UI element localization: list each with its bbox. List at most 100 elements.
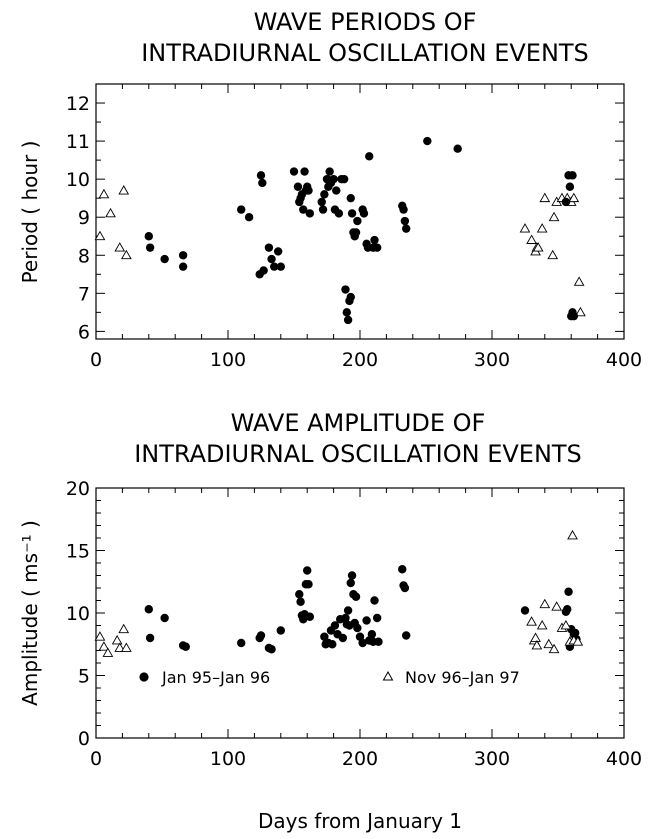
data-point-circle: [259, 266, 268, 275]
data-point-circle: [365, 152, 374, 161]
data-point-circle: [358, 638, 367, 648]
data-point-circle: [296, 597, 305, 606]
data-point-triangle: [536, 223, 548, 233]
data-point-circle: [341, 613, 350, 623]
data-point-triangle: [551, 601, 563, 611]
x-tick-label: 300: [474, 748, 510, 770]
data-point-triangle: [526, 234, 537, 244]
data-point-circle: [561, 197, 571, 207]
data-point-circle: [564, 587, 573, 596]
data-point-circle: [258, 178, 267, 188]
data-point-circle: [351, 592, 361, 601]
data-point-circle: [256, 631, 266, 640]
data-point-circle: [270, 262, 279, 271]
data-point-circle: [334, 209, 344, 218]
data-point-circle: [178, 262, 188, 271]
data-point-circle: [304, 580, 313, 589]
data-point-circle: [343, 606, 353, 615]
y-tick-label: 6: [78, 321, 90, 343]
x-tick-label: 100: [210, 748, 246, 770]
data-point-triangle: [547, 249, 559, 260]
data-point-circle: [237, 638, 246, 648]
data-point-triangle: [531, 639, 543, 650]
data-point-circle: [399, 205, 408, 214]
data-point-triangle: [98, 641, 110, 651]
data-point-circle: [563, 605, 572, 614]
data-point-circle: [178, 251, 188, 260]
x-tick-label: 200: [342, 748, 378, 770]
data-point-circle: [144, 232, 153, 241]
chart2-title-line1: WAVE AMPLITUDE OF: [231, 409, 486, 437]
data-point-circle: [423, 136, 432, 146]
data-point-circle: [273, 247, 283, 256]
chart2-y-label-text: Amplitude ( ms⁻¹ ): [18, 520, 42, 706]
data-point-circle: [181, 642, 190, 651]
data-point-triangle: [111, 634, 123, 645]
legend-marker-filled-circle: [139, 672, 149, 682]
data-point-circle: [320, 190, 329, 199]
data-point-circle: [338, 633, 348, 643]
legend-label-series1: Jan 95–Jan 96: [161, 668, 270, 687]
data-point-circle: [347, 209, 357, 218]
legend-marker-open-triangle: [382, 670, 394, 681]
data-point-circle: [402, 224, 411, 233]
data-point-circle: [520, 606, 530, 615]
data-point-triangle: [539, 192, 551, 203]
data-point-circle: [370, 596, 379, 605]
data-point-triangle: [114, 642, 126, 652]
data-point-triangle: [519, 223, 531, 233]
data-point-circle: [267, 254, 276, 264]
x-tick-label: 300: [474, 349, 510, 371]
data-point-circle: [160, 254, 169, 264]
data-point-circle: [346, 578, 355, 588]
data-point-circle: [267, 645, 276, 654]
data-point-circle: [264, 243, 274, 252]
data-point-triangle: [98, 188, 110, 199]
data-point-triangle: [118, 623, 130, 634]
data-point-triangle: [543, 638, 555, 649]
data-point-triangle: [536, 619, 548, 630]
y-tick-label: 12: [66, 93, 90, 115]
data-point-circle: [362, 616, 371, 625]
legend-label-series2: Nov 96–Jan 97: [405, 668, 520, 687]
data-point-circle: [256, 171, 266, 180]
data-point-circle: [332, 186, 341, 195]
chart2-tick-labels: 0 100 200 300 400 0 5 10 15 20: [66, 478, 642, 770]
data-point-circle: [568, 308, 577, 317]
data-point-circle: [372, 613, 382, 623]
data-point-circle: [144, 605, 153, 614]
data-point-circle: [402, 631, 411, 640]
data-point-triangle: [120, 642, 132, 652]
data-point-triangle: [105, 207, 116, 218]
data-point-circle: [370, 235, 379, 245]
chart1-y-axis-label: Period ( hour ): [18, 141, 42, 284]
data-point-circle: [346, 193, 355, 203]
data-point-triangle: [114, 242, 126, 252]
data-point-circle: [400, 583, 410, 593]
data-point-circle: [351, 228, 361, 237]
data-point-circle: [237, 205, 246, 214]
data-point-triangle: [532, 242, 544, 252]
data-point-circle: [295, 590, 304, 599]
data-point-circle: [299, 205, 308, 214]
data-point-triangle: [572, 636, 584, 646]
x-tick-label: 400: [606, 349, 642, 371]
data-point-circle: [341, 285, 350, 294]
data-point-triangle: [548, 211, 560, 222]
data-point-circle: [346, 292, 355, 302]
data-point-circle: [305, 612, 315, 621]
chart1-points: [94, 136, 586, 325]
data-point-triangle: [573, 276, 585, 286]
data-point-triangle: [560, 619, 572, 630]
chart1-tick-labels: 0 100 200 300 400 6 7 8 9 10 11 12: [66, 93, 642, 371]
x-tick-label: 0: [90, 349, 102, 371]
chart1-title-line1: WAVE PERIODS OF: [254, 8, 477, 36]
x-tick-label: 200: [342, 349, 378, 371]
chart2-points: [94, 529, 584, 657]
y-tick-label: 0: [78, 728, 90, 750]
y-tick-label: 5: [78, 666, 90, 688]
data-point-circle: [400, 216, 410, 226]
data-point-triangle: [120, 249, 132, 260]
data-point-circle: [317, 197, 326, 207]
